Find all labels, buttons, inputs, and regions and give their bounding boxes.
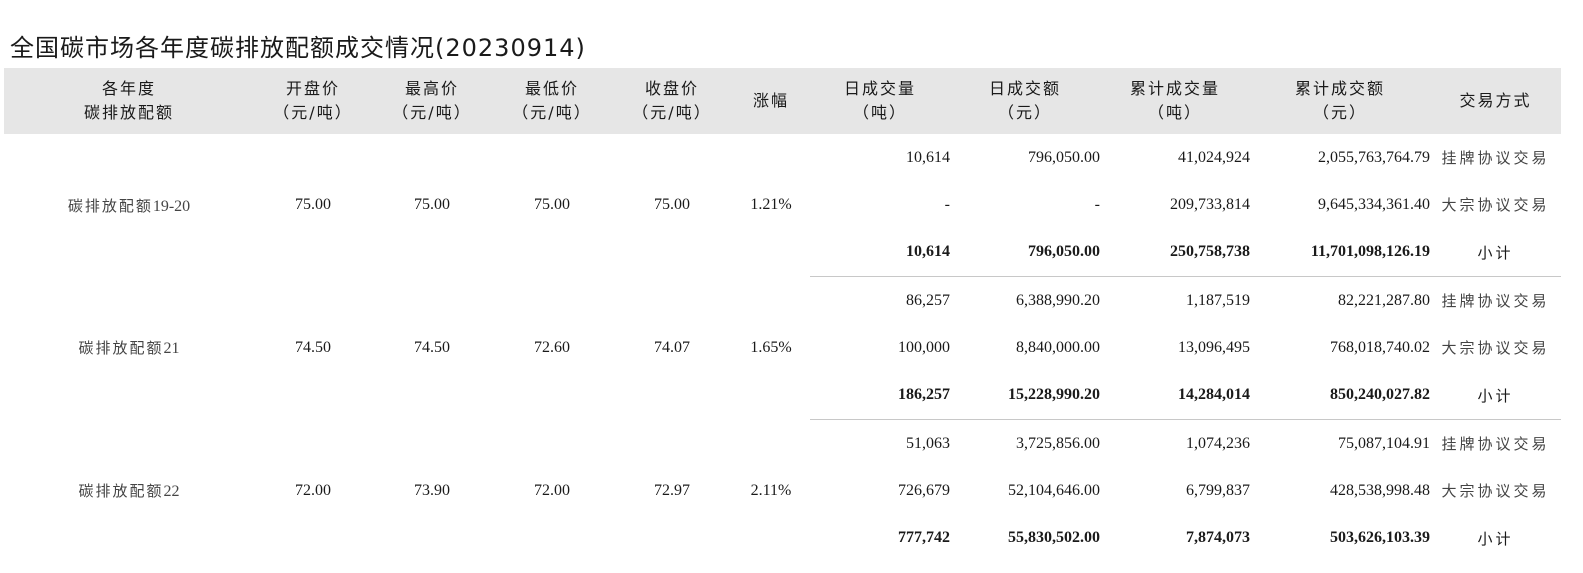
cum-amount-cell: 75,087,104.91 [1338,434,1430,452]
close-price-cell: 72.97 [654,481,690,499]
header-cum-amount: 累计成交额 （元） [1250,68,1430,134]
trade-method-cell: 大宗协议交易 [1441,339,1550,358]
quota-year-cell: 碳排放配额21 [78,339,180,358]
quota-year-cell: 碳排放配额19-20 [67,196,191,215]
cum-volume-cell: 41,024,924 [1178,148,1250,166]
cum-amount-cell: 503,626,103.39 [1330,529,1430,547]
daily-amount-cell: 796,050.00 [1028,148,1100,166]
table-row: - - 209,733,814 9,645,334,361.40 大宗协议交易 [4,181,1561,228]
daily-amount-cell: 55,830,502.00 [1008,529,1100,547]
cum-volume-cell: 7,874,073 [1186,529,1250,547]
cum-volume-cell: 209,733,814 [1170,195,1250,213]
header-daily-volume: 日成交量 （吨） [810,68,950,134]
change-cell: 1.21% [750,196,792,214]
cum-volume-cell: 13,096,495 [1178,338,1250,356]
cum-volume-cell: 14,284,014 [1100,371,1250,420]
low-price-cell: 72.00 [534,481,570,499]
cum-amount-cell: 768,018,740.02 [1330,338,1430,356]
daily-volume-cell: 186,257 [810,371,950,420]
table-row: 726,679 52,104,646.00 6,799,837 428,538,… [4,467,1561,514]
daily-amount-cell: 15,228,990.20 [950,371,1100,420]
cum-volume-cell: 1,187,519 [1186,291,1250,309]
daily-volume-cell: 86,257 [906,291,950,309]
open-price-cell: 72.00 [295,481,331,499]
trade-method-cell: 大宗协议交易 [1441,196,1550,215]
daily-amount-cell: 52,104,646.00 [1008,481,1100,499]
close-price-cell: 75.00 [654,196,690,214]
cum-amount-cell: 9,645,334,361.40 [1318,195,1430,213]
header-year-quota: 各年度 碳排放配额 [4,68,254,134]
change-cell: 1.65% [750,338,792,356]
trade-method-cell: 挂牌协议交易 [1441,149,1550,168]
low-price-cell: 75.00 [534,196,570,214]
subtotal-row: 186,257 15,228,990.20 14,284,014 850,240… [4,371,1561,420]
cum-volume-cell: 250,758,738 [1100,228,1250,277]
daily-volume-cell: 726,679 [898,481,950,499]
change-cell: 2.11% [750,481,792,499]
header-trade-method: 交易方式 [1430,68,1561,134]
subtotal-row: 10,614 796,050.00 250,758,738 11,701,098… [4,228,1561,277]
header-row: 各年度 碳排放配额 开盘价 （元/吨） 最高价 （元/吨） 最低价 （元/吨） 收盘价（… [4,68,1561,134]
header-high-price: 最高价 （元/吨） [372,68,492,134]
header-change: 涨幅 [732,68,810,134]
cum-volume-cell: 1,074,236 [1186,434,1250,452]
cum-amount-cell: 850,240,027.82 [1250,371,1430,420]
high-price-cell: 74.50 [414,338,450,356]
header-cum-volume: 累计成交量 （吨） [1100,68,1250,134]
table-row: 碳排放配额19-20 75.00 75.00 75.00 75.00 1.21%… [4,134,1561,215]
daily-volume-cell: 10,614 [810,228,950,277]
high-price-cell: 75.00 [414,196,450,214]
cum-amount-cell: 11,701,098,126.19 [1250,228,1430,277]
trade-method-cell: 小计 [1430,371,1561,420]
trade-method-cell: 小计 [1477,529,1514,548]
table-row: 碳排放配额22 72.00 73.90 72.00 72.97 2.11% 51… [4,419,1561,501]
cum-amount-cell: 2,055,763,764.79 [1318,148,1430,166]
page-title: 全国碳市场各年度碳排放配额成交情况(20230914) [10,34,586,62]
daily-volume-cell: 100,000 [898,338,950,356]
daily-amount-cell: - [1094,195,1100,213]
table-row: 碳排放配额21 74.50 74.50 72.60 74.07 1.65% 86… [4,276,1561,358]
daily-volume-cell: 51,063 [906,434,950,452]
open-price-cell: 74.50 [295,338,331,356]
daily-amount-cell: 8,840,000.00 [1016,338,1100,356]
daily-volume-cell: 777,742 [898,529,950,547]
cum-volume-cell: 6,799,837 [1186,481,1250,499]
quota-year-cell: 碳排放配额22 [78,482,180,501]
trade-method-cell: 大宗协议交易 [1441,482,1550,501]
header-low-price: 最低价 （元/吨） [492,68,612,134]
close-price-cell: 74.07 [654,338,690,356]
low-price-cell: 72.60 [534,338,570,356]
trade-method-cell: 挂牌协议交易 [1441,292,1550,311]
header-daily-amount: 日成交额 （元） [950,68,1100,134]
cum-amount-cell: 82,221,287.80 [1338,291,1430,309]
header-close-price: 收盘价 （元/吨） [612,68,732,134]
trade-method-cell: 挂牌协议交易 [1441,435,1550,454]
header-open-price: 开盘价 （元/吨） [254,68,372,134]
daily-amount-cell: 796,050.00 [950,228,1100,277]
high-price-cell: 73.90 [414,481,450,499]
daily-amount-cell: 6,388,990.20 [1016,291,1100,309]
cum-amount-cell: 428,538,998.48 [1330,481,1430,499]
daily-amount-cell: 3,725,856.00 [1016,434,1100,452]
subtotal-row: 777,742 55,830,502.00 7,874,073 503,626,… [4,515,1561,562]
table-row: 100,000 8,840,000.00 13,096,495 768,018,… [4,324,1561,371]
open-price-cell: 75.00 [295,196,331,214]
daily-volume-cell: 10,614 [906,148,950,166]
carbon-quota-table: 各年度 碳排放配额 开盘价 （元/吨） 最高价 （元/吨） 最低价 （元/吨） 收盘价（… [4,68,1561,562]
trade-method-cell: 小计 [1430,228,1561,277]
daily-volume-cell: - [944,195,950,213]
